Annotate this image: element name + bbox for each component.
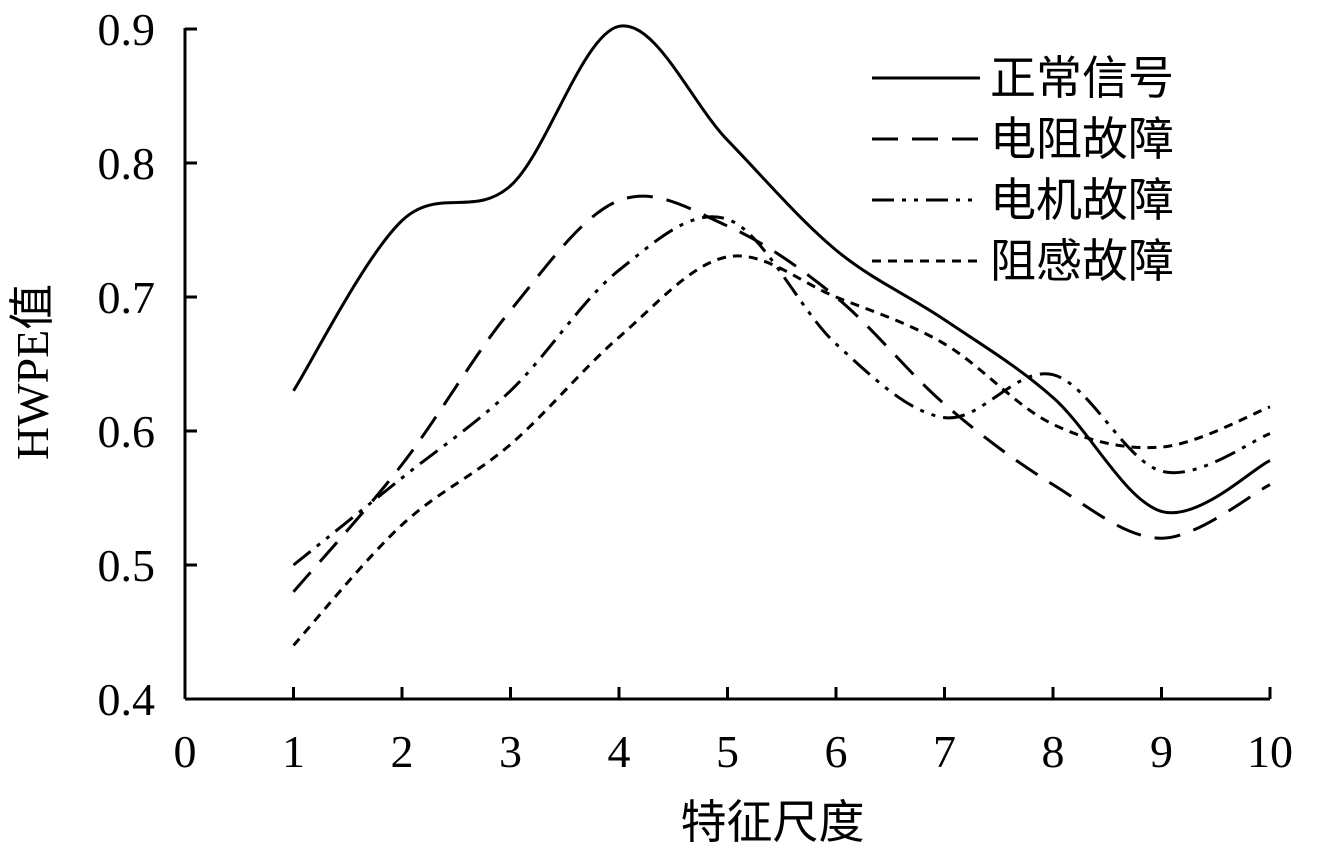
x-tick-label: 2 — [391, 726, 414, 777]
x-axis-label: 特征尺度 — [681, 797, 865, 848]
y-tick-label: 0.8 — [98, 138, 156, 189]
series-line-4 — [292, 254, 1271, 647]
x-axis-ticks: 0 1 2 3 4 5 6 7 8 9 10 — [174, 687, 1293, 777]
axes: 0 1 2 3 4 5 6 7 8 9 10 0.4 0.5 0.6 0.7 0.8 0.9 — [98, 4, 1294, 777]
legend-label-1: 正常信号 — [990, 53, 1174, 104]
series-lines — [292, 24, 1271, 647]
x-tick-label: 1 — [282, 726, 305, 777]
legend-label-3: 电机故障 — [990, 175, 1174, 226]
x-tick-label: 3 — [499, 726, 522, 777]
legend-label-2: 电阻故障 — [990, 114, 1174, 165]
x-tick-label: 0 — [174, 726, 197, 777]
y-tick-label: 0.9 — [98, 4, 156, 55]
x-tick-label: 6 — [825, 726, 848, 777]
series-line-1 — [292, 24, 1271, 515]
y-tick-label: 0.5 — [98, 540, 156, 591]
y-axis-ticks: 0.4 0.5 0.6 0.7 0.8 0.9 — [98, 4, 197, 725]
y-tick-label: 0.6 — [98, 406, 156, 457]
x-tick-label: 7 — [933, 726, 956, 777]
x-tick-label: 10 — [1247, 726, 1293, 777]
y-tick-label: 0.7 — [98, 272, 156, 323]
x-tick-label: 9 — [1150, 726, 1173, 777]
series-line-3 — [292, 215, 1271, 567]
x-tick-label: 5 — [716, 726, 739, 777]
series-line-2 — [292, 194, 1271, 593]
x-tick-label: 8 — [1042, 726, 1065, 777]
y-tick-label: 0.4 — [98, 674, 156, 725]
y-axis-label: HWPE值 — [7, 284, 58, 460]
x-tick-label: 4 — [608, 726, 631, 777]
legend-label-4: 阻感故障 — [990, 236, 1174, 287]
